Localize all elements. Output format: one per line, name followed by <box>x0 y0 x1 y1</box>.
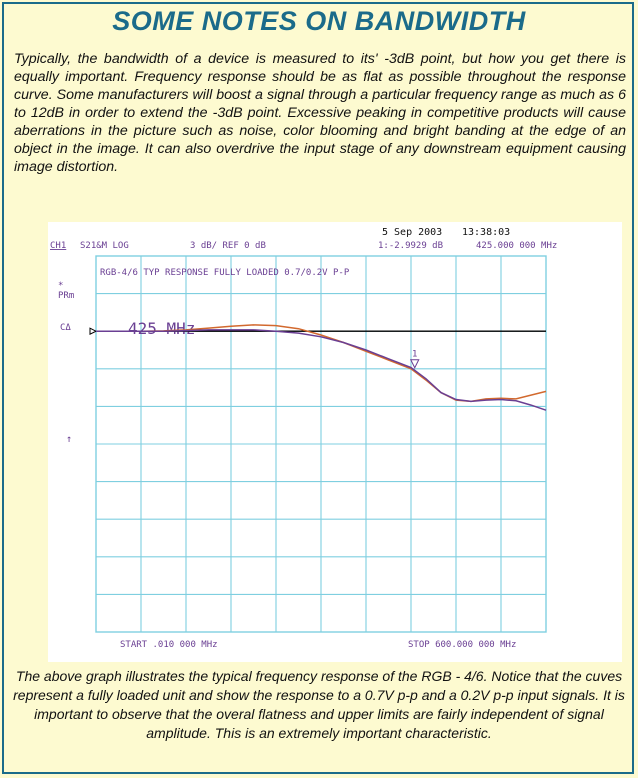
channel-label: CH1 <box>50 241 66 251</box>
reference-arrow-icon <box>89 327 98 336</box>
caption-paragraph: The above graph illustrates the typical … <box>13 668 625 741</box>
intro-paragraph: Typically, the bandwidth of a device is … <box>14 51 626 175</box>
date-readout: 5 Sep 2003 <box>382 227 442 238</box>
page-title: SOME NOTES ON BANDWIDTH <box>112 6 526 36</box>
left-label-prm: PRm <box>58 291 74 301</box>
response-annotation: RGB-4/6 TYP RESPONSE FULLY LOADED 0.7/0.… <box>100 268 350 278</box>
measurement-label: S21&M LOG <box>80 241 129 251</box>
marker-frequency-readout: 425.000 000 MHz <box>476 241 557 251</box>
chart-panel: 5 Sep 2003 13:38:03 CH1 S21&M LOG 3 dB/ … <box>48 222 622 662</box>
time-readout: 13:38:03 <box>462 227 510 238</box>
left-label-arrow: ↑ <box>66 434 72 445</box>
trace-purple <box>96 329 547 411</box>
frequency-response-chart: 5 Sep 2003 13:38:03 CH1 S21&M LOG 3 dB/ … <box>50 227 557 650</box>
left-label-asterisk: * <box>58 281 63 291</box>
left-label-cdelta: CΔ <box>60 323 71 333</box>
marker-triangle-icon <box>409 359 420 369</box>
marker-readout: 1:-2.9929 dB <box>378 241 443 251</box>
stop-frequency-label: STOP 600.000 000 MHz <box>408 640 516 650</box>
frequency-big-label: 425 MHz <box>128 319 195 338</box>
scale-label: 3 dB/ REF 0 dB <box>190 241 266 251</box>
plot-grid <box>95 255 547 633</box>
marker-number: 1 <box>412 350 417 360</box>
start-frequency-label: START .010 000 MHz <box>120 640 218 650</box>
